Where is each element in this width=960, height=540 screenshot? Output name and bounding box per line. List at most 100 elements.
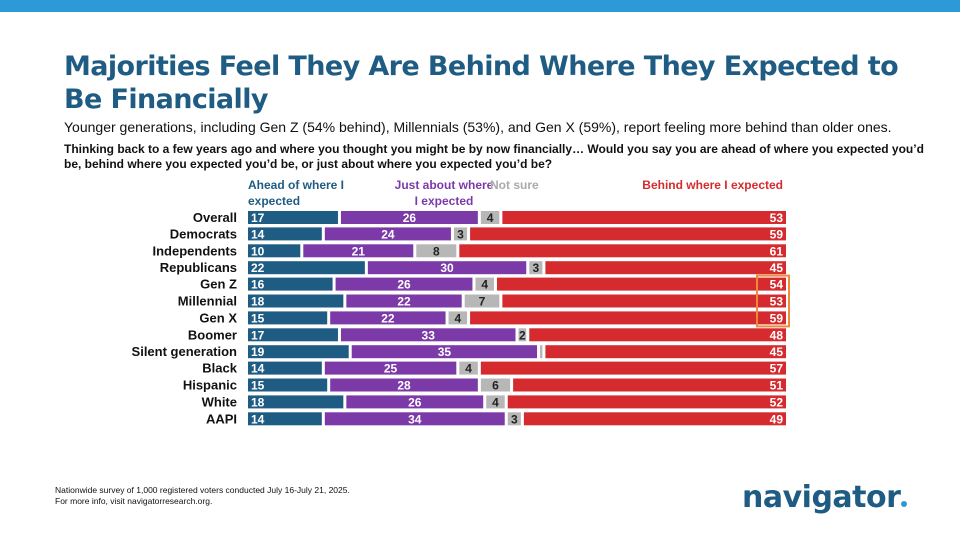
value-label-democrats-ahead-of-where-i-expected: 14 — [251, 227, 265, 241]
value-label-republicans-just-about-where-i-expected: 30 — [440, 261, 454, 275]
bar-gen-z-not-sure — [475, 277, 494, 291]
value-label-democrats-just-about-where-i-expected: 24 — [381, 227, 395, 241]
value-label-independents-not-sure: 8 — [433, 244, 440, 258]
category-label-republicans: Republicans — [160, 260, 237, 275]
value-label-white-not-sure: 4 — [492, 395, 499, 409]
value-label-gen-z-ahead-of-where-i-expected: 16 — [251, 278, 265, 292]
value-label-gen-z-not-sure: 4 — [481, 278, 488, 292]
page-subtitle: Younger generations, including Gen Z (54… — [64, 119, 892, 135]
bar-gen-x-not-sure — [448, 311, 468, 325]
bar-overall-just-about-where-i-expected — [340, 211, 478, 224]
bar-hispanic-behind-where-i-expected — [513, 378, 786, 392]
value-label-independents-just-about-where-i-expected: 21 — [352, 244, 366, 258]
legend-behind-where-i-expected-line-1: Behind where I expected — [642, 178, 783, 192]
value-label-hispanic-ahead-of-where-i-expected: 15 — [251, 379, 265, 393]
bar-overall-not-sure — [480, 211, 500, 224]
value-label-gen-x-just-about-where-i-expected: 22 — [381, 311, 395, 325]
category-label-millennial: Millennial — [178, 294, 237, 309]
category-label-overall: Overall — [193, 210, 237, 225]
value-label-overall-ahead-of-where-i-expected: 17 — [251, 211, 265, 225]
top-accent-bar — [0, 0, 960, 12]
value-label-silent-generation-just-about-where-i-expected: 35 — [438, 345, 452, 359]
value-label-white-ahead-of-where-i-expected: 18 — [251, 395, 265, 409]
bar-gen-z-behind-where-i-expected — [496, 277, 786, 291]
bar-democrats-not-sure — [453, 227, 468, 241]
bar-black-not-sure — [459, 361, 478, 375]
bar-independents-just-about-where-i-expected — [303, 244, 414, 258]
category-label-independents: Independents — [152, 243, 237, 258]
logo-dot-icon — [901, 501, 908, 507]
value-label-black-behind-where-i-expected: 57 — [770, 362, 784, 376]
bar-aapi-just-about-where-i-expected — [324, 412, 505, 426]
value-label-silent-generation-ahead-of-where-i-expected: 19 — [251, 345, 265, 359]
bar-gen-z-ahead-of-where-i-expected — [248, 277, 333, 291]
value-label-white-just-about-where-i-expected: 26 — [408, 395, 422, 409]
value-label-aapi-ahead-of-where-i-expected: 14 — [251, 412, 265, 426]
legend-just-about-where-i-expected-line-2: I expected — [415, 194, 474, 208]
category-label-white: White — [202, 394, 237, 409]
bar-democrats-just-about-where-i-expected — [324, 227, 451, 241]
bar-democrats-ahead-of-where-i-expected — [248, 227, 322, 241]
logo-text: navigator — [742, 480, 901, 515]
legend-ahead-of-where-i-expected-line-2: expected — [248, 194, 300, 208]
category-label-gen-z: Gen Z — [200, 277, 237, 292]
bar-hispanic-ahead-of-where-i-expected — [248, 378, 328, 392]
footnote-link: For more info, visit navigatorresearch.o… — [55, 496, 213, 506]
bar-independents-behind-where-i-expected — [459, 244, 786, 258]
legend-ahead-of-where-i-expected-line-1: Ahead of where I — [248, 178, 344, 192]
bar-gen-x-just-about-where-i-expected — [330, 311, 446, 325]
category-label-boomer: Boomer — [188, 327, 237, 342]
value-label-hispanic-behind-where-i-expected: 51 — [770, 379, 784, 393]
value-label-boomer-behind-where-i-expected: 48 — [770, 328, 784, 342]
bar-boomer-just-about-where-i-expected — [340, 328, 516, 342]
bar-boomer-not-sure — [518, 328, 527, 342]
legend-just-about-where-i-expected-line-1: Just about where — [395, 178, 494, 192]
bar-silent-generation-ahead-of-where-i-expected — [248, 345, 349, 359]
value-label-independents-ahead-of-where-i-expected: 10 — [251, 244, 265, 258]
value-label-white-behind-where-i-expected: 52 — [770, 395, 784, 409]
value-label-aapi-not-sure: 3 — [511, 412, 518, 426]
bar-democrats-behind-where-i-expected — [470, 227, 786, 241]
value-label-gen-z-just-about-where-i-expected: 26 — [397, 278, 411, 292]
bar-silent-generation-just-about-where-i-expected — [351, 345, 538, 359]
bar-boomer-behind-where-i-expected — [529, 328, 786, 342]
value-label-independents-behind-where-i-expected: 61 — [770, 244, 784, 258]
bar-aapi-behind-where-i-expected — [523, 412, 786, 426]
category-label-hispanic: Hispanic — [183, 378, 237, 393]
value-label-hispanic-just-about-where-i-expected: 28 — [397, 379, 411, 393]
value-label-republicans-behind-where-i-expected: 45 — [770, 261, 784, 275]
value-label-gen-x-behind-where-i-expected: 59 — [770, 311, 784, 325]
bar-republicans-not-sure — [529, 261, 543, 275]
bar-black-ahead-of-where-i-expected — [248, 361, 322, 375]
value-label-millennial-ahead-of-where-i-expected: 18 — [251, 295, 265, 309]
navigator-logo: navigator — [742, 480, 908, 515]
bar-republicans-ahead-of-where-i-expected — [248, 261, 365, 275]
bar-black-just-about-where-i-expected — [324, 361, 457, 375]
bar-millennial-ahead-of-where-i-expected — [248, 294, 344, 308]
bar-gen-x-ahead-of-where-i-expected — [248, 311, 328, 325]
category-label-aapi: AAPI — [206, 411, 237, 426]
bar-white-just-about-where-i-expected — [346, 395, 484, 409]
category-label-black: Black — [202, 361, 237, 376]
value-label-gen-x-ahead-of-where-i-expected: 15 — [251, 311, 265, 325]
value-label-aapi-just-about-where-i-expected: 34 — [408, 412, 422, 426]
value-label-overall-just-about-where-i-expected: 26 — [403, 211, 417, 225]
bar-overall-ahead-of-where-i-expected — [248, 211, 338, 224]
value-label-boomer-not-sure: 2 — [519, 328, 526, 342]
footnote-survey: Nationwide survey of 1,000 registered vo… — [55, 485, 350, 495]
bar-millennial-just-about-where-i-expected — [346, 294, 462, 308]
survey-question: Thinking back to a few years ago and whe… — [64, 142, 924, 171]
value-label-overall-behind-where-i-expected: 53 — [770, 211, 784, 225]
value-label-hispanic-not-sure: 6 — [492, 379, 499, 393]
value-label-gen-x-not-sure: 4 — [454, 311, 461, 325]
bar-aapi-ahead-of-where-i-expected — [248, 412, 322, 426]
value-label-millennial-just-about-where-i-expected: 22 — [397, 295, 411, 309]
bar-republicans-behind-where-i-expected — [545, 261, 786, 275]
highlight-box — [756, 274, 790, 328]
bar-silent-generation-not-sure — [540, 345, 543, 359]
value-label-democrats-behind-where-i-expected: 59 — [770, 227, 784, 241]
bar-boomer-ahead-of-where-i-expected — [248, 328, 338, 342]
value-label-black-just-about-where-i-expected: 25 — [384, 362, 398, 376]
footnote: Nationwide survey of 1,000 registered vo… — [55, 485, 455, 507]
